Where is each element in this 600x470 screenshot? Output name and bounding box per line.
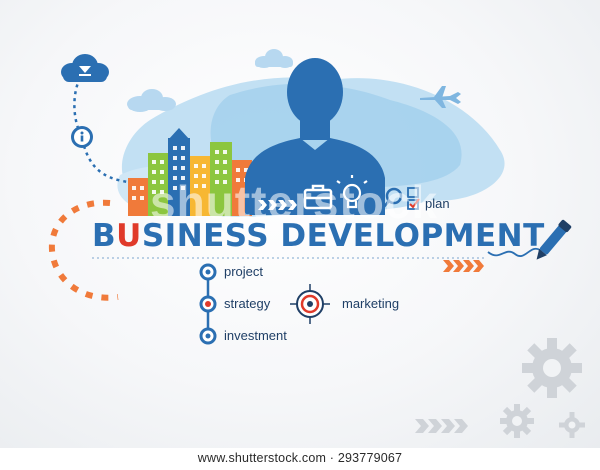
- list-node: [199, 295, 217, 313]
- label-plan: plan: [425, 196, 450, 211]
- label-investment: investment: [224, 328, 287, 343]
- briefcase-icon: [303, 184, 333, 210]
- magnifier-icon: [381, 187, 403, 210]
- cloud-decor: [127, 49, 293, 112]
- footer-bar: www.shutterstock.com · 293779067: [0, 448, 600, 470]
- background-art: [48, 49, 585, 438]
- info-icon: [71, 126, 93, 148]
- orange-dashed-arc: [48, 199, 119, 301]
- checkbox-icon: [407, 187, 420, 210]
- footer-url: www.shutterstock.com · 293779067: [197, 451, 403, 465]
- list-node: [199, 263, 217, 281]
- target-icon: [290, 284, 330, 324]
- cloud-icon: [61, 54, 109, 82]
- headline-rest: SINESS DEVELOPMENT: [141, 218, 545, 254]
- headline-red-letter: U: [116, 218, 142, 254]
- label-marketing: marketing: [342, 296, 400, 311]
- gear-icon: [559, 412, 585, 438]
- person-icon: [245, 58, 385, 215]
- airplane-icon: [420, 86, 461, 108]
- pen-icon: [536, 219, 572, 260]
- watermark-text: shutterstock: [150, 176, 439, 228]
- gray-chevrons: [415, 419, 468, 433]
- lightbulb-icon: [336, 175, 368, 209]
- white-arrows: [258, 200, 297, 210]
- headline-title: BUSINESS DEVELOPMENT: [92, 218, 545, 254]
- label-project: project: [224, 264, 264, 279]
- gear-icon: [500, 404, 534, 438]
- list-node: [199, 327, 217, 345]
- connector-line: [73, 77, 82, 129]
- illustration-canvas: shutterstock BUSINESS DEVELOPMENT plan p…: [0, 0, 600, 448]
- pen-squiggle: [487, 247, 541, 257]
- gear-icon: [522, 338, 582, 398]
- orange-chevrons: [443, 260, 484, 272]
- label-strategy: strategy: [224, 296, 271, 311]
- headline-first-letter: B: [92, 218, 117, 254]
